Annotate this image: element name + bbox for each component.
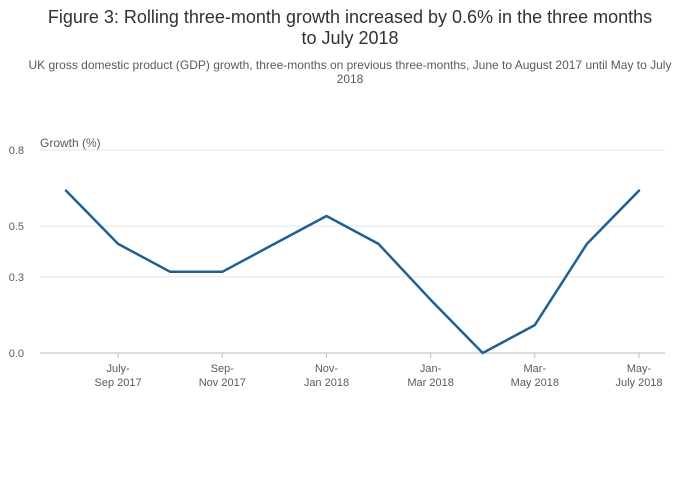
y-tick-label: 0.3: [9, 272, 24, 284]
x-tick-label: May- July 2018: [615, 363, 662, 389]
x-tick-label-line2: Jan 2018: [304, 377, 349, 389]
series: [63, 188, 642, 356]
x-tick-label: Nov- Jan 2018: [304, 363, 349, 389]
y-tick-labels: 0.0 0.3 0.5 0.8: [9, 145, 24, 360]
x-tick-label-line2: May 2018: [511, 377, 559, 389]
x-tick-label-line2: Sep 2017: [95, 377, 142, 389]
series-line: [64, 189, 641, 355]
x-tick-label-line1: July-: [106, 363, 130, 375]
chart-subtitle: UK gross domestic product (GDP) growth, …: [28, 58, 672, 86]
x-tick-label-line2: July 2018: [615, 377, 662, 389]
x-tick-label: Jan- Mar 2018: [407, 363, 453, 389]
x-tick-label-line2: Mar 2018: [407, 377, 453, 389]
data-point[interactable]: [480, 350, 486, 356]
x-tick-label-line2: Nov 2017: [199, 377, 246, 389]
x-tick-labels: July- Sep 2017 Sep- Nov 2017 Nov- Jan 2018 Jan…: [95, 363, 663, 389]
x-tick-label: July- Sep 2017: [95, 363, 142, 389]
x-tick-label-line1: Sep-: [211, 363, 235, 375]
y-axis-label: Growth (%): [40, 136, 101, 150]
data-point[interactable]: [376, 241, 382, 247]
data-point[interactable]: [584, 241, 590, 247]
y-tick-label: 0.0: [9, 348, 24, 360]
x-tick-label: Sep- Nov 2017: [199, 363, 246, 389]
x-tick-label-line1: Mar-: [524, 363, 547, 375]
data-point[interactable]: [167, 269, 173, 275]
data-point[interactable]: [532, 322, 538, 328]
x-tick-label-line1: May-: [627, 363, 652, 375]
data-point[interactable]: [219, 269, 225, 275]
x-tick-label-line1: Jan-: [420, 363, 442, 375]
x-tick-label: Mar- May 2018: [511, 363, 559, 389]
data-point[interactable]: [115, 241, 121, 247]
x-tick-label-line1: Nov-: [315, 363, 339, 375]
y-tick-label: 0.8: [9, 145, 24, 157]
data-point[interactable]: [636, 188, 642, 194]
data-point[interactable]: [271, 241, 277, 247]
gridlines: [40, 149, 665, 278]
x-axis: [40, 352, 665, 358]
y-tick-label: 0.5: [9, 221, 24, 233]
chart-title: Figure 3: Rolling three-month growth inc…: [47, 7, 653, 48]
data-point[interactable]: [63, 188, 69, 194]
data-point[interactable]: [323, 213, 329, 219]
data-point[interactable]: [428, 297, 434, 303]
